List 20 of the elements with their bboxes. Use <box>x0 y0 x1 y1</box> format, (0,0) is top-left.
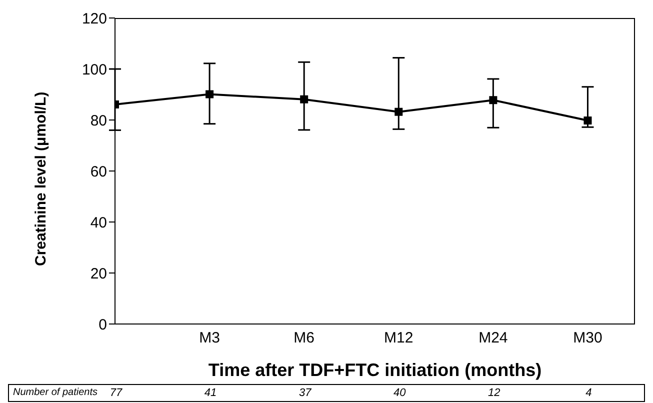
x-tick-label: M30 <box>573 330 602 347</box>
point <box>394 108 403 116</box>
y-tick-label: 0 <box>98 316 107 334</box>
y-tick-label: 80 <box>90 112 107 130</box>
point <box>300 95 308 104</box>
x-axis-title: Time after TDF+FTC initiation (months) <box>208 360 542 380</box>
point <box>489 96 498 104</box>
y-tick-label: 40 <box>90 214 107 232</box>
y-tick-label: 100 <box>82 61 107 78</box>
y-tick-label: 20 <box>90 265 107 282</box>
x-tick-label: M6 <box>294 330 315 347</box>
y-tick-label: 120 <box>82 10 107 28</box>
x-tick-label: M3 <box>199 330 220 347</box>
x-tick-label: M12 <box>384 330 414 347</box>
patients-table: Number of patients 77 41 37 40 12 4 <box>8 384 645 402</box>
point <box>584 116 592 125</box>
y-tick-label: 60 <box>90 163 107 180</box>
point <box>206 90 214 98</box>
x-tick-label: M24 <box>478 330 508 347</box>
y-axis-title: Creatinine level (μmol/L) <box>32 92 50 266</box>
